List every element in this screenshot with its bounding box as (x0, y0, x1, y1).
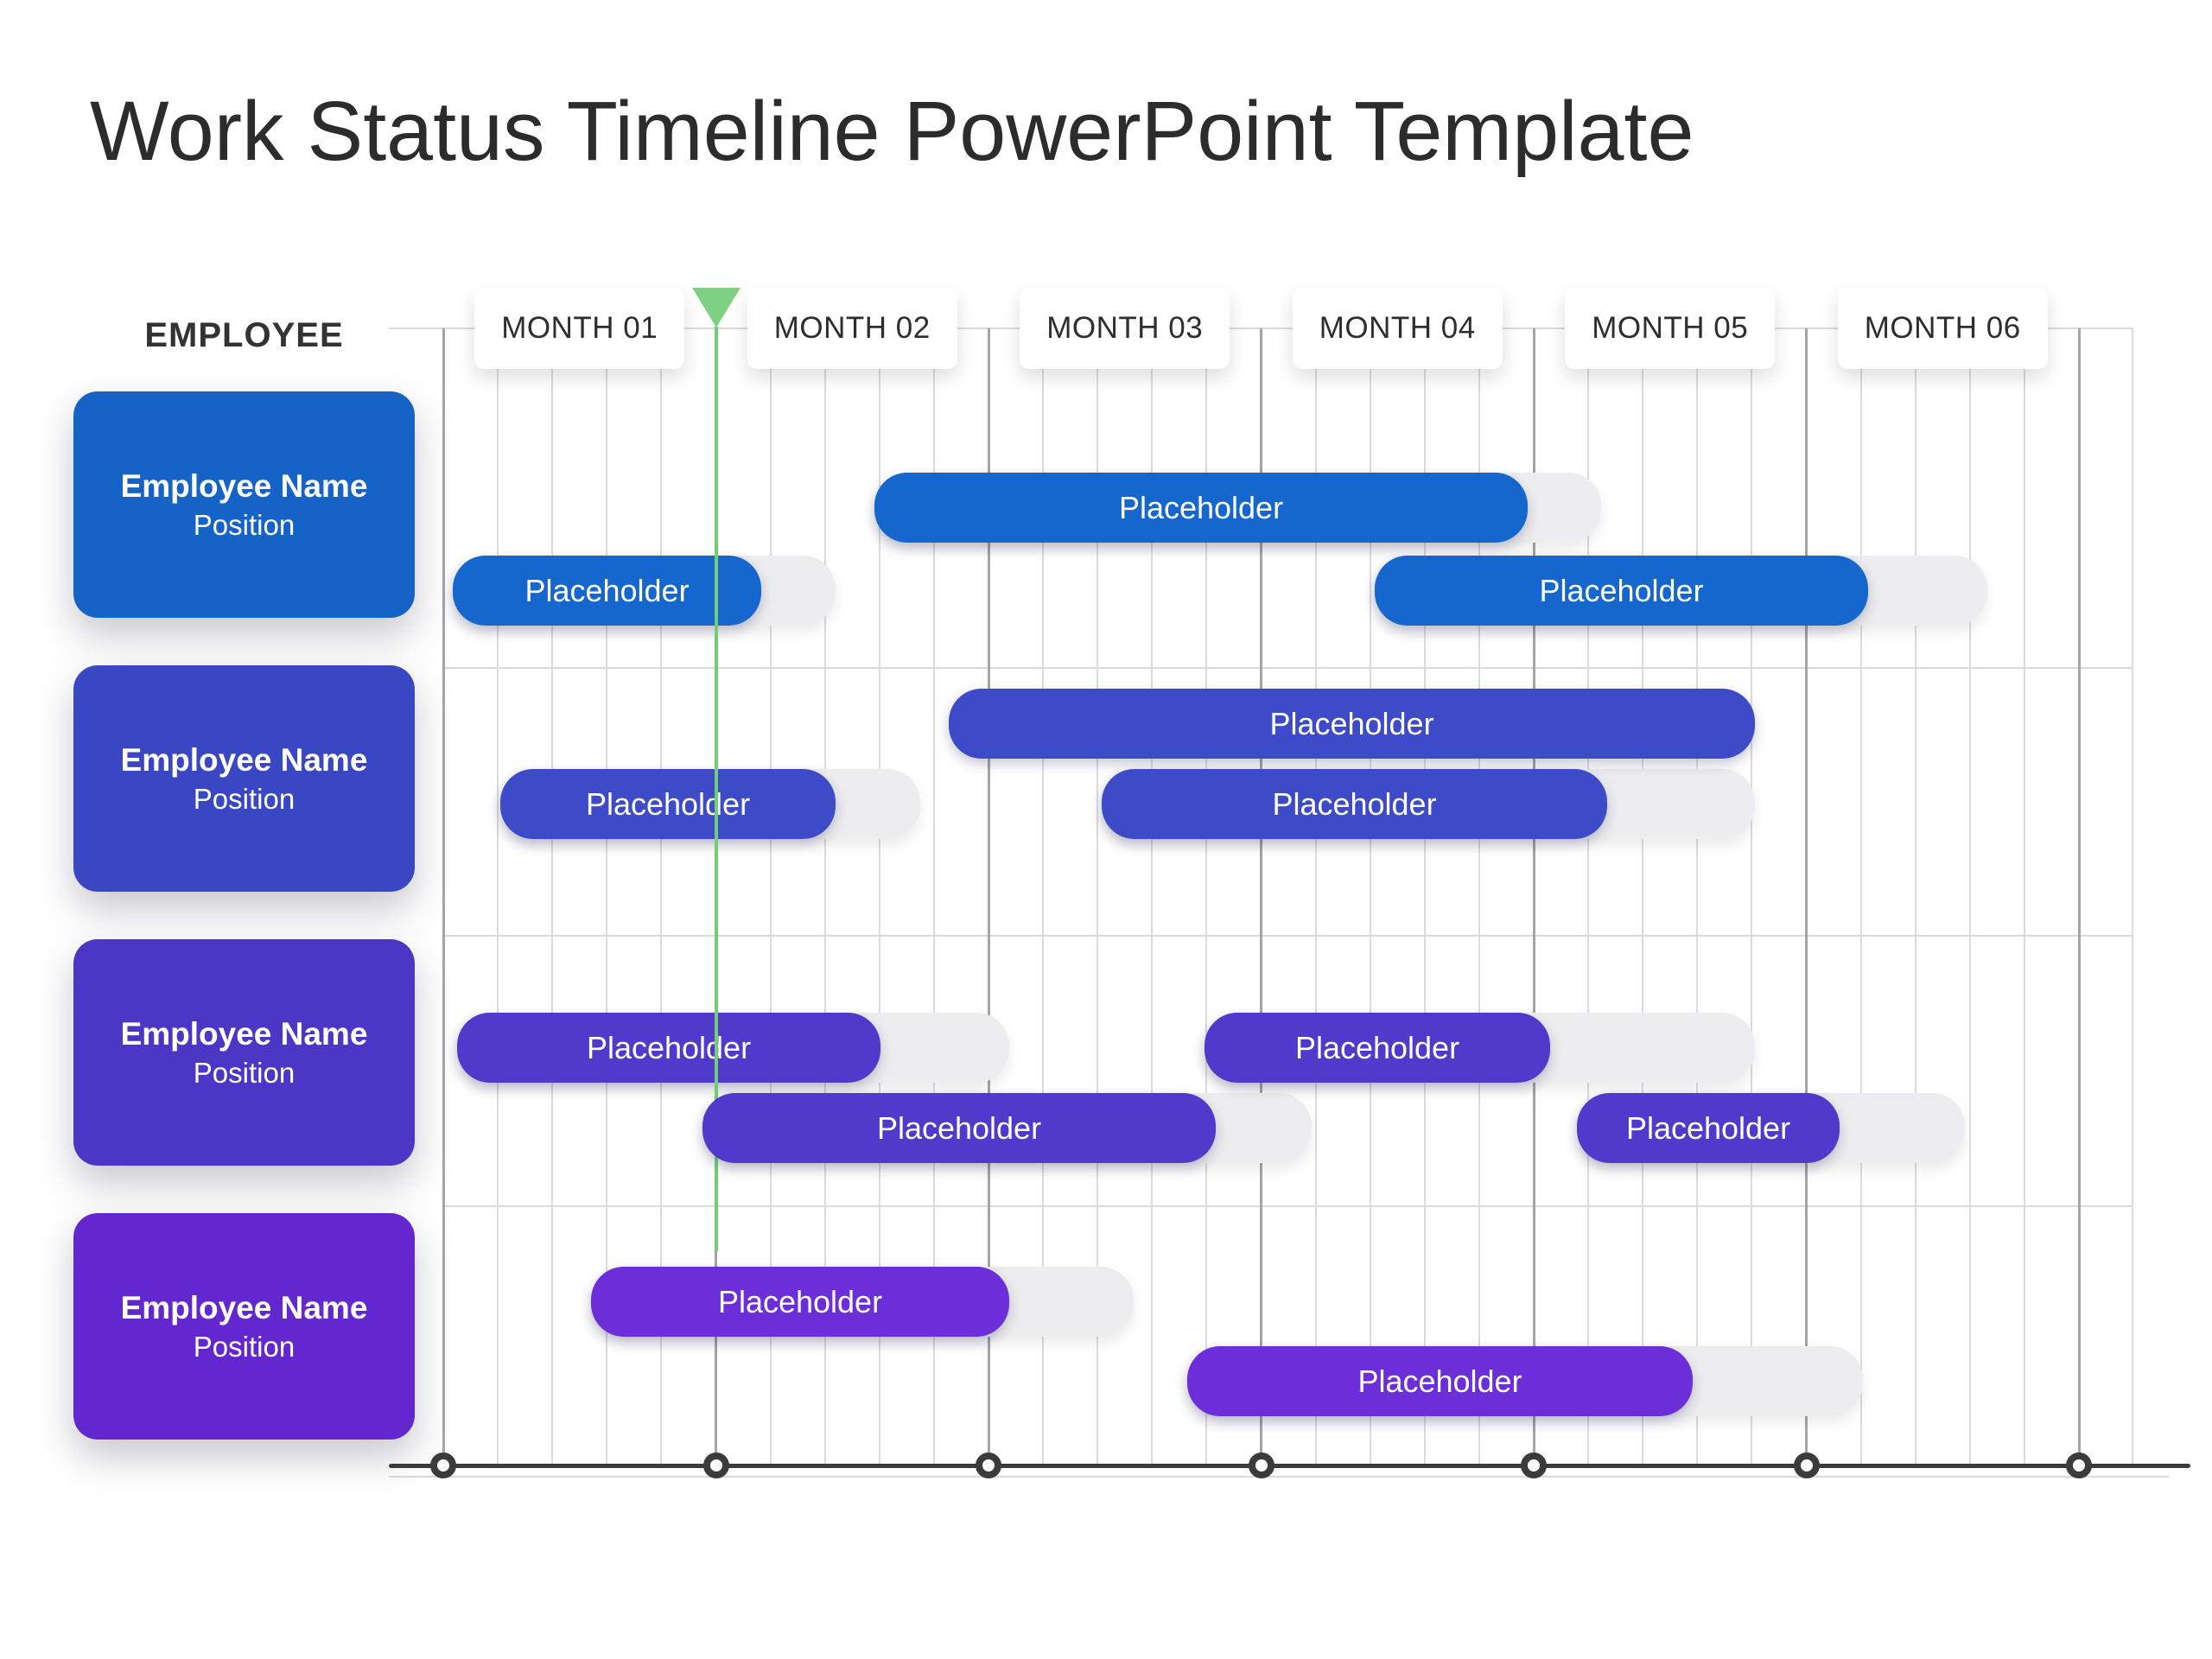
timeline-axis (389, 1464, 2190, 1468)
current-date-marker-triangle[interactable] (691, 288, 741, 327)
month-boundary-line (987, 328, 990, 1465)
grid-minor-line (1642, 328, 1644, 1465)
gantt-bar[interactable]: Placeholder (1375, 556, 1868, 626)
grid-minor-line (823, 328, 826, 1465)
employee-name: Employee Name (120, 1015, 368, 1052)
grid-minor-line (1859, 328, 1862, 1465)
axis-dot (1793, 1452, 1820, 1478)
gantt-bar[interactable]: Placeholder (1577, 1093, 1840, 1163)
grid-minor-line (2132, 328, 2133, 1465)
month-boundary-line (1260, 328, 1262, 1465)
gantt-bar[interactable]: Placeholder (1187, 1346, 1693, 1416)
month-chip[interactable]: MONTH 02 (747, 288, 957, 369)
gantt-bar[interactable]: Placeholder (702, 1093, 1216, 1163)
axis-underline (389, 1476, 2169, 1478)
grid-minor-line (2023, 328, 2025, 1465)
employee-position: Position (193, 1056, 296, 1089)
employee-card[interactable]: Employee Name Position (73, 665, 415, 892)
employee-card[interactable]: Employee Name Position (73, 939, 415, 1166)
gantt-bar[interactable]: Placeholder (874, 473, 1528, 543)
grid-minor-line (1369, 328, 1371, 1465)
axis-dot (2066, 1452, 2092, 1478)
employee-name: Employee Name (120, 467, 368, 504)
grid-minor-line (1205, 328, 1208, 1465)
grid-minor-line (1696, 328, 1699, 1465)
row-separator-line (443, 1205, 2133, 1207)
grid-minor-line (1423, 328, 1426, 1465)
month-chip[interactable]: MONTH 03 (1020, 288, 1230, 369)
grid-minor-line (1587, 328, 1590, 1465)
current-date-marker-line[interactable] (714, 327, 718, 1251)
grid-minor-line (1968, 328, 1971, 1465)
month-chip[interactable]: MONTH 05 (1565, 288, 1776, 369)
grid-minor-line (497, 328, 499, 1465)
grid-minor-line (1314, 328, 1317, 1465)
grid-minor-line (1478, 328, 1480, 1465)
grid-minor-line (660, 328, 663, 1465)
month-boundary-line (1532, 328, 1535, 1465)
axis-dot (430, 1452, 456, 1478)
month-boundary-line (1805, 328, 1808, 1465)
employee-position: Position (193, 782, 296, 815)
grid-minor-line (606, 328, 608, 1465)
grid-minor-line (551, 328, 554, 1465)
axis-dot (976, 1452, 1001, 1478)
grid-minor-line (1151, 328, 1154, 1465)
grid-minor-line (1751, 328, 1753, 1465)
grid-minor-line (769, 328, 772, 1465)
row-separator-line (443, 667, 2133, 669)
slide-title: Work Status Timeline PowerPoint Template (90, 84, 1694, 178)
gantt-bar[interactable]: Placeholder (949, 689, 1755, 759)
gantt-bar[interactable]: Placeholder (453, 556, 761, 626)
axis-dot (1248, 1452, 1274, 1478)
employee-position: Position (193, 1330, 296, 1363)
employee-card[interactable]: Employee Name Position (73, 1213, 415, 1440)
axis-dot (702, 1452, 729, 1478)
employee-position: Position (193, 508, 296, 541)
month-chip[interactable]: MONTH 01 (474, 288, 685, 369)
employee-name: Employee Name (120, 741, 368, 778)
gantt-bar[interactable]: Placeholder (1102, 769, 1607, 839)
row-separator-line (443, 935, 2133, 937)
month-boundary-line (442, 328, 445, 1465)
gantt-bar[interactable]: Placeholder (500, 769, 836, 839)
month-boundary-line (2077, 328, 2081, 1465)
gantt-bar[interactable]: Placeholder (1205, 1013, 1550, 1083)
grid-minor-line (1914, 328, 1916, 1465)
gantt-bar[interactable]: Placeholder (457, 1013, 880, 1083)
grid-minor-line (878, 328, 880, 1465)
grid-minor-line (1042, 328, 1045, 1465)
employee-card[interactable]: Employee Name Position (73, 391, 415, 618)
month-chip[interactable]: MONTH 06 (1837, 288, 2048, 369)
employee-column-header: EMPLOYEE (144, 316, 344, 354)
gantt-bar[interactable]: Placeholder (591, 1267, 1009, 1337)
grid-minor-line (932, 328, 935, 1465)
axis-dot (1521, 1452, 1547, 1478)
employee-name: Employee Name (120, 1289, 368, 1325)
month-chip[interactable]: MONTH 04 (1292, 288, 1503, 369)
grid-minor-line (1096, 328, 1099, 1465)
